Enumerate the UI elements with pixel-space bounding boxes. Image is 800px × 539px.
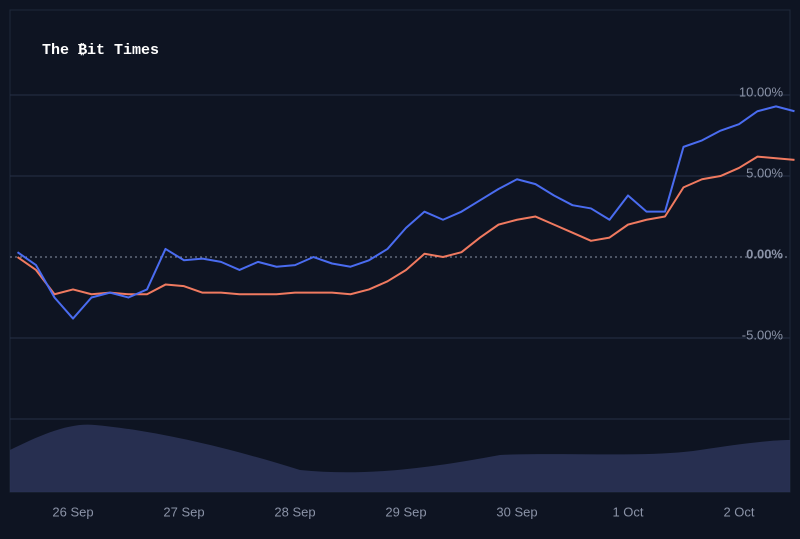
- y-tick-label: -5.00%: [742, 327, 784, 342]
- x-tick-label: 27 Sep: [163, 504, 204, 519]
- x-tick-label: 1 Oct: [612, 504, 643, 519]
- y-tick-label: 10.00%: [739, 84, 784, 99]
- x-tick-label: 28 Sep: [274, 504, 315, 519]
- x-tick-label: 30 Sep: [496, 504, 537, 519]
- x-tick-label: 29 Sep: [385, 504, 426, 519]
- x-tick-label: 26 Sep: [52, 504, 93, 519]
- series-line: [16, 105, 795, 320]
- volume-area: [10, 424, 790, 492]
- y-tick-label: 0.00%: [746, 246, 783, 261]
- watermark: The ₿it Times: [42, 42, 159, 59]
- y-tick-label: 5.00%: [746, 165, 783, 180]
- series-line: [16, 155, 795, 296]
- x-tick-label: 2 Oct: [723, 504, 754, 519]
